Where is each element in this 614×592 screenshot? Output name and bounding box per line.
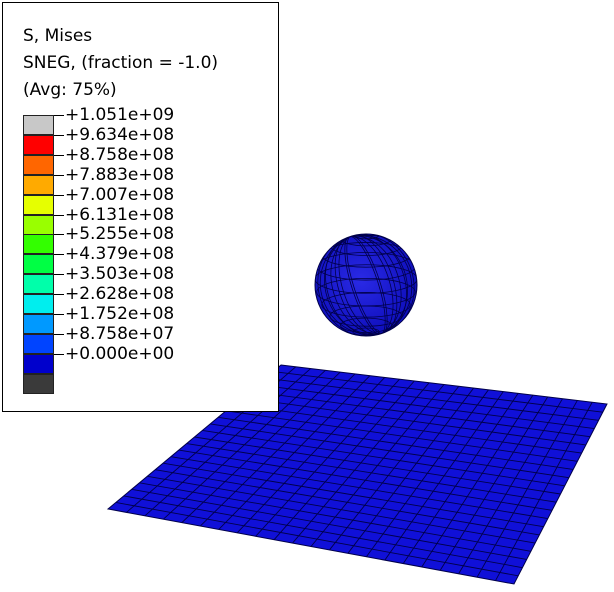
plate-mesh-line (476, 400, 578, 578)
legend-swatch (23, 294, 54, 315)
legend-tick (54, 294, 64, 296)
legend-level-label: +0.000e+00 (65, 343, 175, 364)
legend-level-label: +8.758e+08 (65, 144, 175, 165)
legend-swatch (23, 134, 54, 155)
plate-mesh-line (162, 462, 544, 528)
legend-level-label: +2.628e+08 (65, 284, 175, 305)
legend-swatch (23, 314, 54, 334)
legend-tick (54, 274, 64, 276)
sphere-latitude-line (315, 264, 417, 294)
legend-title-averaging: (Avg: 75%) (23, 80, 117, 100)
legend-tick (54, 314, 64, 315)
plate-mesh-line (458, 398, 563, 575)
legend-tick (54, 254, 64, 256)
legend-swatch (23, 353, 54, 374)
legend-swatch (23, 214, 54, 235)
legend-tick (54, 115, 64, 116)
legend-tick (54, 333, 64, 335)
legend-swatch (23, 174, 54, 195)
plate-mesh-line (147, 475, 536, 544)
plate-mesh-line (123, 495, 523, 569)
plate-mesh-lines (115, 366, 603, 581)
legend-level-label: +7.007e+08 (65, 184, 175, 205)
legend-swatch (23, 333, 54, 354)
legend-level-label: +6.131e+08 (65, 204, 175, 225)
legend-tick (54, 214, 64, 216)
legend-tick (54, 134, 64, 136)
sphere-surface (314, 233, 418, 337)
legend-level-label: +8.758e+07 (65, 323, 175, 344)
plate-mesh-line (384, 391, 504, 561)
legend-swatch (23, 274, 54, 295)
legend-swatch (23, 194, 54, 215)
legend-level-label: +1.752e+08 (65, 304, 175, 324)
legend-swatch (23, 115, 54, 135)
plate-mesh-line (402, 393, 519, 564)
legend-swatch (23, 154, 54, 175)
contour-legend: S, Mises SNEG, (fraction = -1.0) (Avg: 7… (2, 2, 279, 412)
plate-mesh-line (139, 482, 531, 552)
plate-mesh-line (439, 396, 549, 571)
plate-mesh-line (194, 436, 561, 495)
legend-swatch (23, 234, 54, 255)
legend-title-variable: S, Mises (23, 26, 93, 46)
plate-mesh-line (131, 488, 527, 560)
plate-mesh-line (366, 389, 489, 557)
legend-level-label: +5.255e+08 (65, 224, 175, 245)
legend-level-label: +9.634e+08 (65, 124, 175, 145)
plate-mesh-line (115, 502, 519, 577)
legend-tick (54, 174, 64, 176)
plate-mesh-line (495, 402, 593, 581)
legend-level-label: +3.503e+08 (65, 264, 175, 285)
plate-mesh-line (421, 394, 534, 568)
plate-mesh-line (155, 469, 540, 536)
legend-tick (54, 234, 64, 236)
plate-mesh-line (347, 387, 474, 554)
legend-level-label: +1.051e+09 (65, 105, 175, 125)
plate-mesh-line (170, 456, 548, 519)
legend-level-label: +7.883e+08 (65, 164, 175, 185)
legend-swatch (23, 254, 54, 275)
legend-title-section: SNEG, (fraction = -1.0) (23, 53, 219, 73)
legend-tick (54, 353, 64, 355)
legend-tick (54, 194, 64, 196)
plate-mesh-line (178, 449, 553, 511)
legend-tick (54, 154, 64, 156)
plate-mesh-line (186, 443, 557, 503)
legend-swatch (23, 373, 54, 394)
legend-level-label: +4.379e+08 (65, 244, 175, 265)
plate-mesh (106, 364, 608, 585)
plate-mesh-line (329, 385, 460, 551)
sphere-mesh (314, 233, 418, 337)
